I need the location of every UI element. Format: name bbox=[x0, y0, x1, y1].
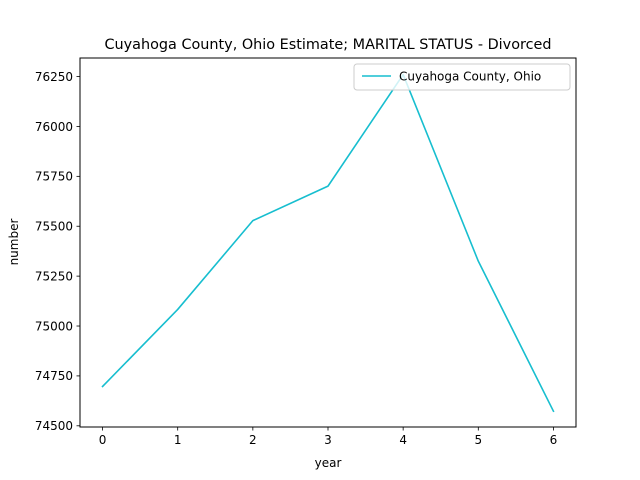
plot-frame bbox=[79, 57, 577, 428]
x-tick-label: 0 bbox=[99, 433, 107, 447]
y-tick-label: 75250 bbox=[35, 269, 73, 283]
x-axis-label: year bbox=[315, 456, 342, 470]
y-tick-label: 76250 bbox=[35, 70, 73, 84]
y-tick-label: 75500 bbox=[35, 220, 73, 234]
y-tick-label: 75000 bbox=[35, 319, 73, 333]
x-tick-label: 4 bbox=[399, 433, 407, 447]
legend-label: Cuyahoga County, Ohio bbox=[399, 70, 541, 84]
legend-box bbox=[353, 63, 571, 91]
plot-area bbox=[79, 57, 577, 428]
x-tick-label: 5 bbox=[474, 433, 482, 447]
x-tick-label: 2 bbox=[249, 433, 257, 447]
y-axis-label: number bbox=[7, 219, 21, 266]
series-line-0 bbox=[101, 73, 555, 413]
y-tick-label: 76000 bbox=[35, 120, 73, 134]
x-tick-label: 3 bbox=[324, 433, 332, 447]
y-tick-label: 74750 bbox=[35, 369, 73, 383]
legend: Cuyahoga County, Ohio bbox=[353, 63, 571, 91]
y-axis: 74500 74750 75000 75250 75500 75750 76000 76250 bbox=[35, 70, 80, 433]
x-tick-label: 6 bbox=[550, 433, 558, 447]
y-tick-label: 74500 bbox=[35, 419, 73, 433]
x-tick-label: 1 bbox=[174, 433, 182, 447]
chart-title: Cuyahoga County, Ohio Estimate; MARITAL … bbox=[104, 37, 551, 53]
x-axis: 0 1 2 3 4 5 6 bbox=[99, 427, 558, 447]
series-layer bbox=[101, 73, 555, 413]
y-tick-label: 75750 bbox=[35, 170, 73, 184]
